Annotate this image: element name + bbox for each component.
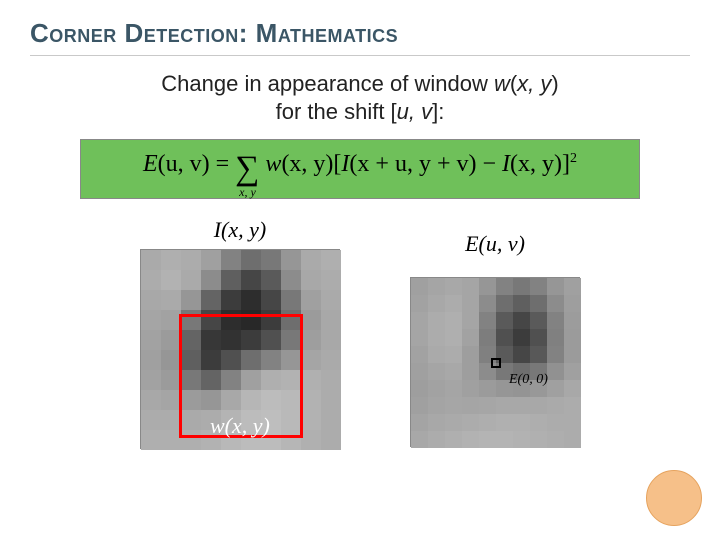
subtitle-w: w xyxy=(494,71,510,96)
f-uv: (u, v) xyxy=(158,151,210,177)
right-figure: E(u, v) E(0, 0) xyxy=(410,217,580,449)
f-xy: (x, y) xyxy=(281,151,333,177)
f-a2: (x, y) xyxy=(510,151,562,177)
subtitle-line2b: ]: xyxy=(432,99,444,124)
right-image: E(0, 0) xyxy=(410,277,580,447)
f-eq: = xyxy=(210,151,236,177)
f-a1: (x + u, y + v) xyxy=(349,151,476,177)
sum-icon: ∑x, y xyxy=(235,150,259,188)
left-label: I(x, y) xyxy=(214,217,267,243)
f-I2: I xyxy=(502,151,510,177)
left-figure: I(x, y) w(x, y) xyxy=(140,217,340,449)
subtitle-uv: u, v xyxy=(397,99,432,124)
subtitle-xy: x, y xyxy=(517,71,551,96)
accent-circle-icon xyxy=(646,470,702,526)
figure-row: I(x, y) w(x, y) E(u, v) E(0, 0) xyxy=(30,217,690,449)
slide-subtitle: Change in appearance of window w(x, y) f… xyxy=(80,70,640,125)
slide-title: Corner Detection: Mathematics xyxy=(30,18,690,56)
f-minus: − xyxy=(476,151,502,177)
f-sum: ∑ xyxy=(235,150,259,187)
f-rb: ] xyxy=(562,151,570,177)
origin-marker-icon xyxy=(491,358,501,368)
f-sq: 2 xyxy=(570,151,577,166)
right-label: E(u, v) xyxy=(465,231,525,257)
formula-box: E(u, v) = ∑x, y w(x, y)[I(x + u, y + v) … xyxy=(80,139,640,199)
slide: Corner Detection: Mathematics Change in … xyxy=(0,0,720,540)
formula: E(u, v) = ∑x, y w(x, y)[I(x + u, y + v) … xyxy=(143,150,577,188)
w-label: w(x, y) xyxy=(210,413,270,439)
subtitle-line2a: for the shift [ xyxy=(276,99,397,124)
subtitle-text: Change in appearance of window xyxy=(161,71,494,96)
subtitle-p2: ) xyxy=(551,71,558,96)
f-sumsub: x, y xyxy=(239,185,256,200)
f-E: E xyxy=(143,151,158,177)
f-w: w xyxy=(265,151,281,177)
point-label: E(0, 0) xyxy=(509,372,548,388)
